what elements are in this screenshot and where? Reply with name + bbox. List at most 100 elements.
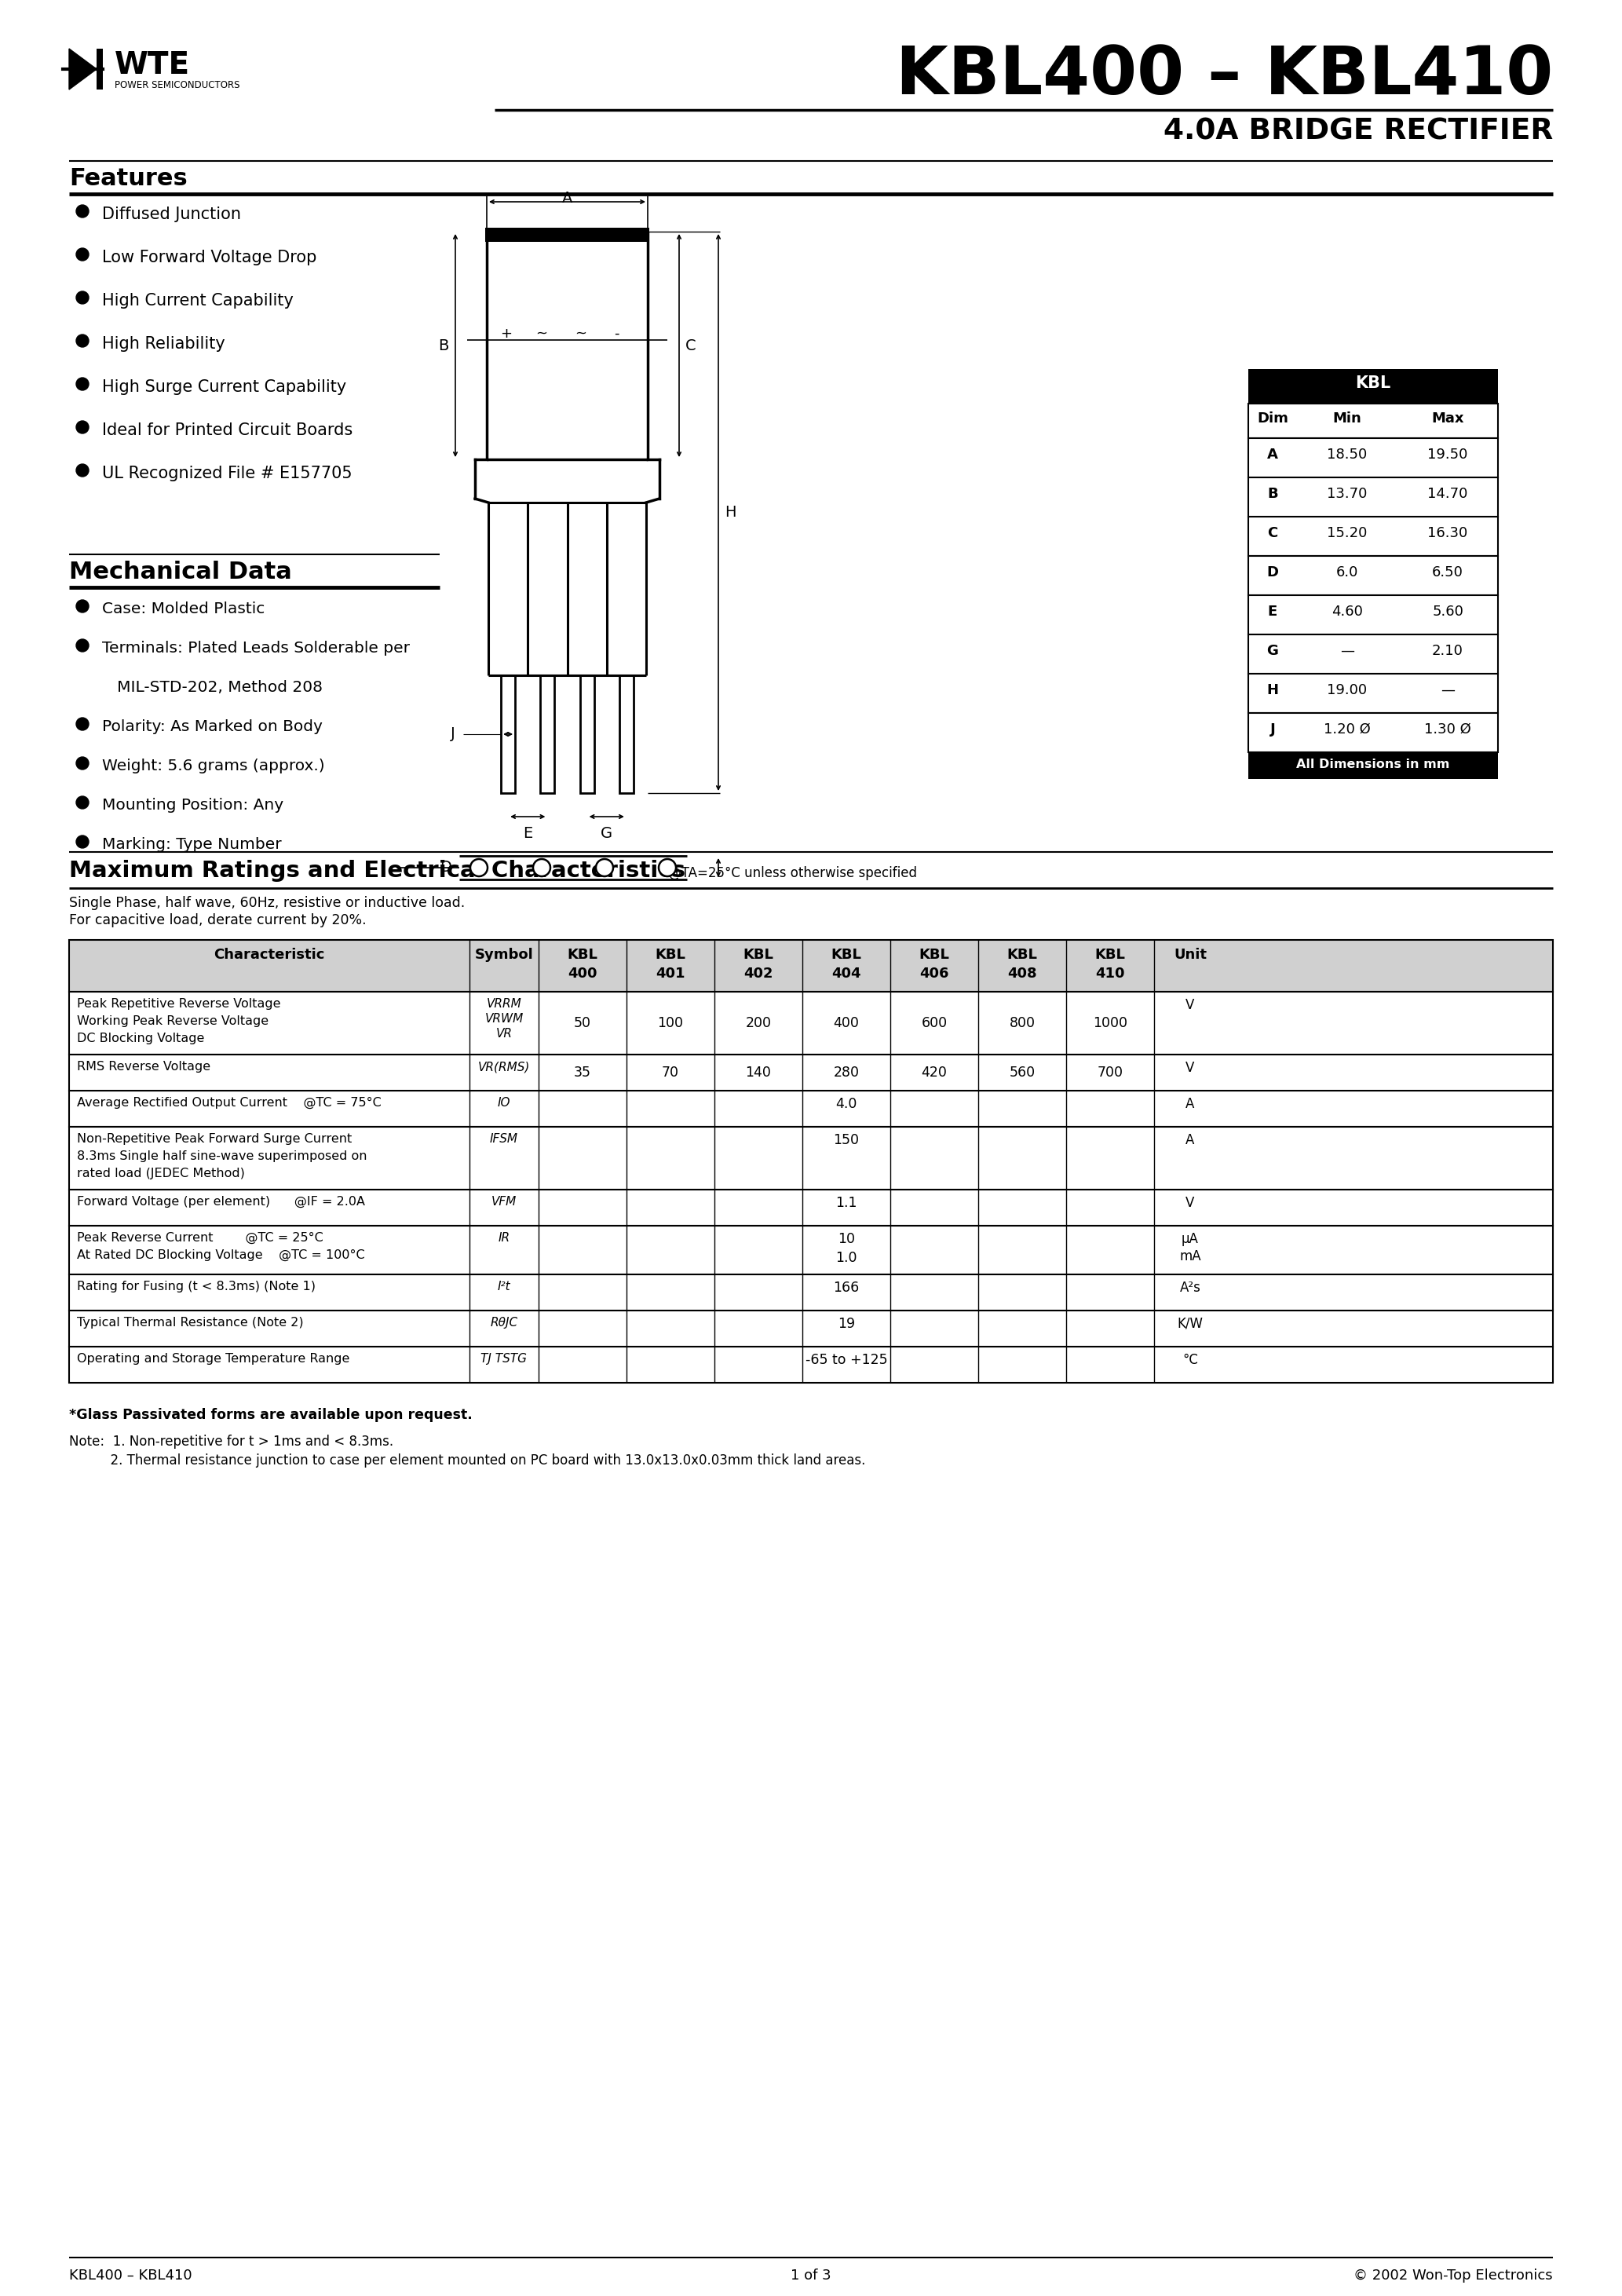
Circle shape [534,859,550,877]
Text: A: A [1267,448,1278,461]
Bar [70,1226,1552,1274]
Text: 1000: 1000 [1093,1017,1127,1031]
Text: Mechanical Data: Mechanical Data [70,560,292,583]
Text: © 2002 Won-Top Electronics: © 2002 Won-Top Electronics [1354,2268,1552,2282]
Text: 18.50: 18.50 [1327,448,1367,461]
Text: Characteristic: Characteristic [214,948,324,962]
Text: D: D [1267,565,1278,579]
Circle shape [76,292,89,303]
Bar [581,675,594,792]
Text: Symbol: Symbol [475,948,534,962]
Text: 35: 35 [574,1065,590,1079]
Bar [70,1348,1552,1382]
Text: 404: 404 [832,967,861,980]
Text: H: H [725,505,736,519]
Text: B: B [1267,487,1278,501]
Text: 4.0A BRIDGE RECTIFIER: 4.0A BRIDGE RECTIFIER [1163,117,1552,147]
Text: 2.10: 2.10 [1432,643,1463,659]
Text: KBL: KBL [1007,948,1038,962]
Text: RθJC: RθJC [490,1318,517,1329]
Text: High Surge Current Capability: High Surge Current Capability [102,379,347,395]
Text: Weight: 5.6 grams (approx.): Weight: 5.6 grams (approx.) [102,758,324,774]
Text: IFSM: IFSM [490,1134,517,1146]
Text: 408: 408 [1007,967,1036,980]
Text: 560: 560 [1009,1065,1035,1079]
Text: 19.00: 19.00 [1327,684,1367,698]
Bar [70,1274,1552,1311]
Text: 402: 402 [743,967,774,980]
Text: 150: 150 [834,1134,860,1148]
Bar [1249,404,1499,439]
Text: A²s: A²s [1179,1281,1200,1295]
Text: 16.30: 16.30 [1427,526,1468,540]
Bar [1249,370,1499,404]
Text: VFM: VFM [491,1196,517,1208]
Text: D: D [440,861,451,875]
Text: °C: °C [1182,1352,1199,1366]
Text: A: A [1186,1097,1195,1111]
Text: V: V [1186,1061,1195,1075]
Text: High Reliability: High Reliability [102,335,225,351]
Text: Ideal for Printed Circuit Boards: Ideal for Printed Circuit Boards [102,422,352,439]
Text: Forward Voltage (per element)      @IF = 2.0A: Forward Voltage (per element) @IF = 2.0A [76,1196,365,1208]
Text: VRWM: VRWM [485,1013,524,1024]
Text: Min: Min [1333,411,1361,425]
Text: G: G [1267,643,1278,659]
Text: 19.50: 19.50 [1427,448,1468,461]
Text: 1.20 Ø: 1.20 Ø [1324,723,1371,737]
Bar [1249,478,1499,517]
Text: Operating and Storage Temperature Range: Operating and Storage Temperature Range [76,1352,350,1364]
Text: VR: VR [496,1029,513,1040]
Text: Rating for Fusing (t < 8.3ms) (Note 1): Rating for Fusing (t < 8.3ms) (Note 1) [76,1281,316,1293]
Text: 400: 400 [568,967,597,980]
Bar [70,939,1552,992]
Text: 4.60: 4.60 [1332,604,1362,618]
Text: 5.60: 5.60 [1432,604,1463,618]
Text: Non-Repetitive Peak Forward Surge Current: Non-Repetitive Peak Forward Surge Curren… [76,1134,352,1146]
Circle shape [76,464,89,478]
Text: KBL: KBL [1356,374,1392,390]
Text: KBL400 – KBL410: KBL400 – KBL410 [70,2268,191,2282]
Text: G: G [600,827,613,840]
Text: KBL: KBL [655,948,686,962]
Text: High Current Capability: High Current Capability [102,294,294,308]
Text: 401: 401 [655,967,684,980]
Text: Low Forward Voltage Drop: Low Forward Voltage Drop [102,250,316,266]
Text: mA: mA [1179,1249,1200,1263]
Text: Peak Reverse Current        @TC = 25°C: Peak Reverse Current @TC = 25°C [76,1233,323,1244]
Circle shape [659,859,676,877]
Text: For capacitive load, derate current by 20%.: For capacitive load, derate current by 2… [70,914,367,928]
Text: 6.0: 6.0 [1337,565,1358,579]
Circle shape [76,638,89,652]
Text: 410: 410 [1095,967,1124,980]
Text: Note:  1. Non-repetitive for t > 1ms and < 8.3ms.: Note: 1. Non-repetitive for t > 1ms and … [70,1435,394,1449]
Circle shape [76,797,89,808]
Text: 420: 420 [921,1065,947,1079]
Text: VR(RMS): VR(RMS) [478,1061,530,1072]
Bar [540,675,555,792]
Text: 800: 800 [1009,1017,1035,1031]
Bar [70,1311,1552,1348]
Text: 1.0: 1.0 [835,1251,856,1265]
Bar [1249,556,1499,595]
Text: 50: 50 [574,1017,590,1031]
Circle shape [76,420,89,434]
Bar [1249,439,1499,478]
Circle shape [76,379,89,390]
Text: 700: 700 [1096,1065,1122,1079]
Circle shape [470,859,488,877]
Text: KBL: KBL [920,948,949,962]
Text: Features: Features [70,168,188,191]
Circle shape [76,204,89,218]
Text: μA: μA [1181,1233,1199,1247]
Text: 10: 10 [837,1233,855,1247]
Text: KBL: KBL [1095,948,1126,962]
Text: +: + [501,326,513,340]
Text: Unit: Unit [1174,948,1207,962]
Text: 1.1: 1.1 [835,1196,856,1210]
Text: —: — [1340,643,1354,659]
Text: A: A [561,191,573,207]
Bar [485,227,649,241]
Text: 8.3ms Single half sine-wave superimposed on: 8.3ms Single half sine-wave superimposed… [76,1150,367,1162]
Text: Max: Max [1432,411,1465,425]
